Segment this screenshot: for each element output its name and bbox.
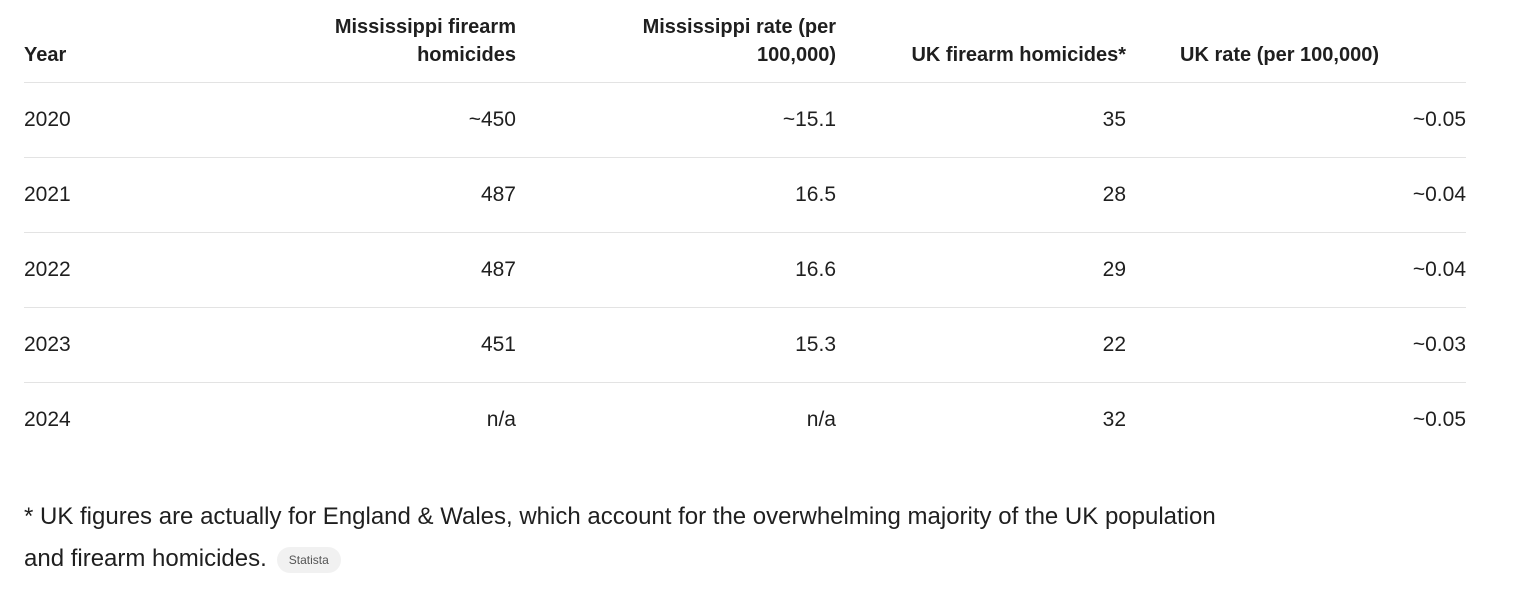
table-cell: 29 bbox=[1102, 258, 1126, 281]
table-cell: 28 bbox=[1102, 183, 1126, 206]
row-rule bbox=[24, 157, 1466, 158]
table-cell: ~0.05 bbox=[1412, 408, 1466, 431]
table-cell: ~0.05 bbox=[1412, 108, 1466, 131]
table-cell: ~15.1 bbox=[782, 108, 836, 131]
table-cell: 2021 bbox=[24, 183, 71, 206]
table-cell: 2024 bbox=[24, 408, 71, 431]
header-cell: Mississippi firearm homicides bbox=[334, 16, 516, 66]
source-chip[interactable]: Statista bbox=[276, 546, 341, 573]
table-cell: 22 bbox=[1102, 333, 1126, 356]
table-header: Year Mississippi firearm homicides Mississ… bbox=[0, 12, 1534, 69]
table-cell: 16.5 bbox=[795, 183, 836, 206]
table-cell: 35 bbox=[1102, 108, 1126, 131]
table-cell: 2023 bbox=[24, 333, 71, 356]
table-cell: 487 bbox=[480, 258, 516, 281]
row-rule bbox=[24, 232, 1466, 233]
table-cell: ~0.04 bbox=[1412, 183, 1466, 206]
table-cell: 2020 bbox=[24, 108, 71, 131]
header-rule bbox=[24, 82, 1466, 83]
header-cell: Year bbox=[24, 44, 67, 66]
table-cell: 487 bbox=[480, 183, 516, 206]
table-cell: n/a bbox=[806, 408, 836, 431]
footnote: * UK figures are actually for England & … bbox=[24, 496, 1224, 580]
row-rule bbox=[24, 382, 1466, 383]
header-cell: Mississippi rate (per 100,000) bbox=[642, 16, 836, 66]
header-cell: UK firearm homicides* bbox=[911, 44, 1126, 66]
table-cell: ~0.03 bbox=[1412, 333, 1466, 356]
row-rule bbox=[24, 307, 1466, 308]
table-cell: 451 bbox=[480, 333, 516, 356]
footnote-text: * UK figures are actually for England & … bbox=[24, 503, 1216, 572]
table-cell: ~0.04 bbox=[1412, 258, 1466, 281]
table-cell: 15.3 bbox=[795, 333, 836, 356]
table-cell: ~450 bbox=[468, 108, 516, 131]
table-cell: 2022 bbox=[24, 258, 71, 281]
table-cell: n/a bbox=[486, 408, 516, 431]
table-cell: 16.6 bbox=[795, 258, 836, 281]
table-cell: 32 bbox=[1102, 408, 1126, 431]
header-cell: UK rate (per 100,000) bbox=[1180, 44, 1379, 66]
